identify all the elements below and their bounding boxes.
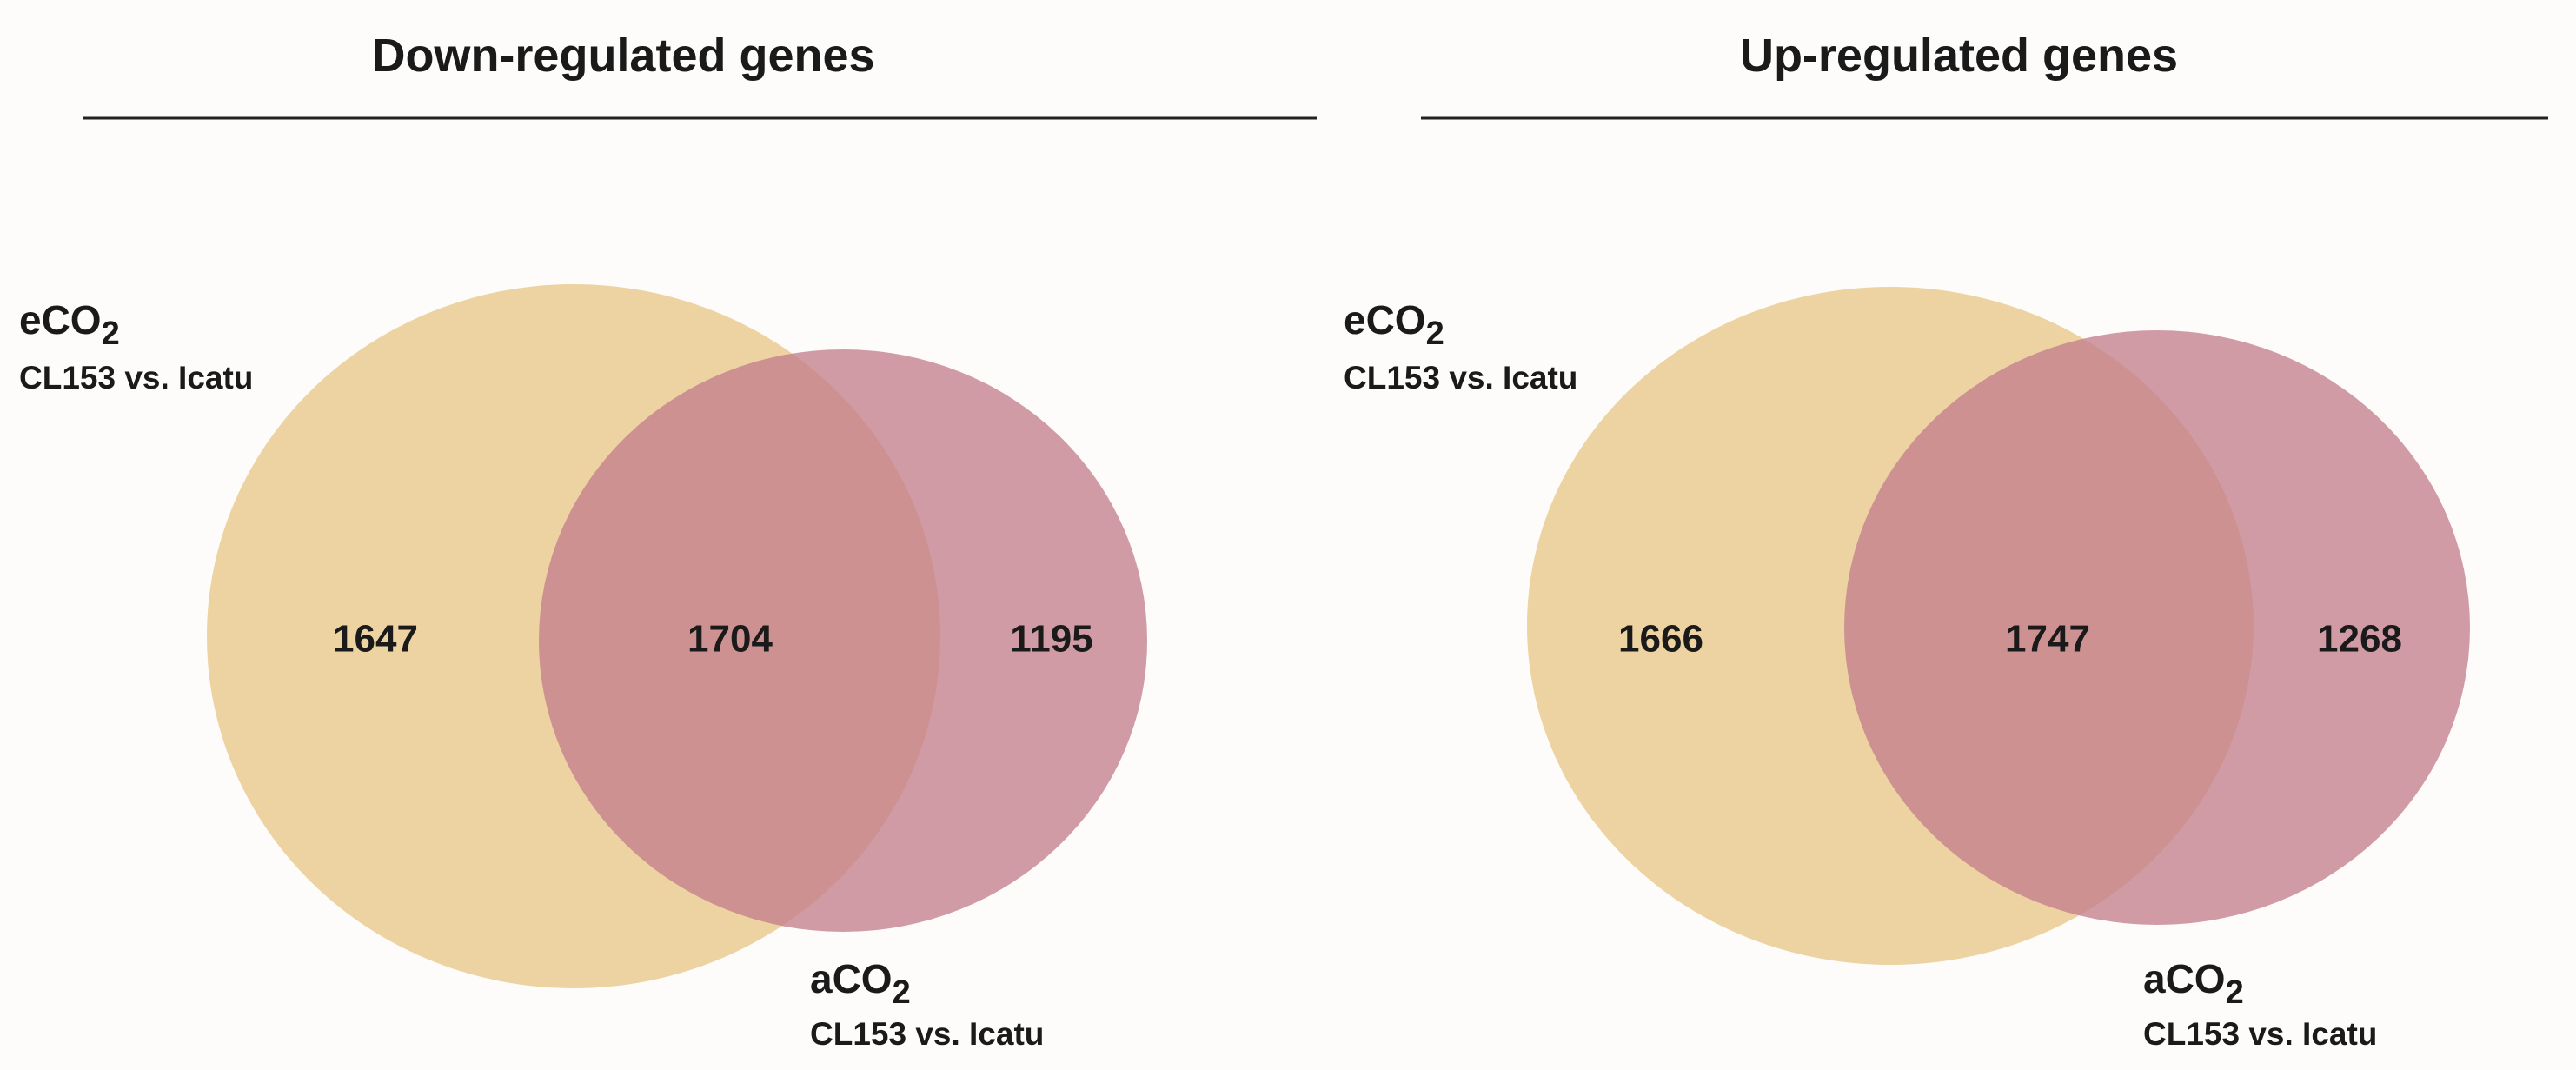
set-b-label-main: aCO [2143,956,2226,1001]
set-a-label-subscript: 2 [1426,316,1444,352]
set-b-label: aCO2 [2143,956,2244,1011]
count-only-a: 1666 [1618,618,1703,661]
set-a-comparison: CL153 vs. Icatu [19,360,253,395]
set-b-label-subscript: 2 [893,974,911,1011]
count-intersection: 1747 [2005,618,2090,661]
set-a-label-subscript: 2 [102,316,120,352]
panel-up-regulated: Up-regulated genes eCO2 CL153 vs. Icatu … [1344,30,2548,1052]
set-b-label-subscript: 2 [2226,974,2244,1011]
count-only-b: 1268 [2317,618,2402,661]
set-a-comparison: CL153 vs. Icatu [1344,360,1577,395]
set-a-label: eCO2 [1344,297,1444,352]
set-b-comparison: CL153 vs. Icatu [810,1016,1044,1052]
set-a-label: eCO2 [19,297,120,352]
set-b-circle [1844,330,2470,925]
count-intersection: 1704 [687,618,773,661]
set-b-label: aCO2 [810,956,911,1011]
set-a-label-main: eCO [19,297,102,342]
count-only-b: 1195 [1010,618,1092,661]
panel-title: Up-regulated genes [1740,30,2178,82]
set-b-comparison: CL153 vs. Icatu [2143,1016,2377,1052]
set-a-label-main: eCO [1344,297,1426,342]
set-b-label-main: aCO [810,956,893,1001]
panel-down-regulated: Down-regulated genes eCO2 CL153 vs. Icat… [19,30,1317,1052]
set-b-circle [539,349,1147,932]
count-only-a: 1647 [333,618,418,661]
panel-title: Down-regulated genes [371,30,874,82]
